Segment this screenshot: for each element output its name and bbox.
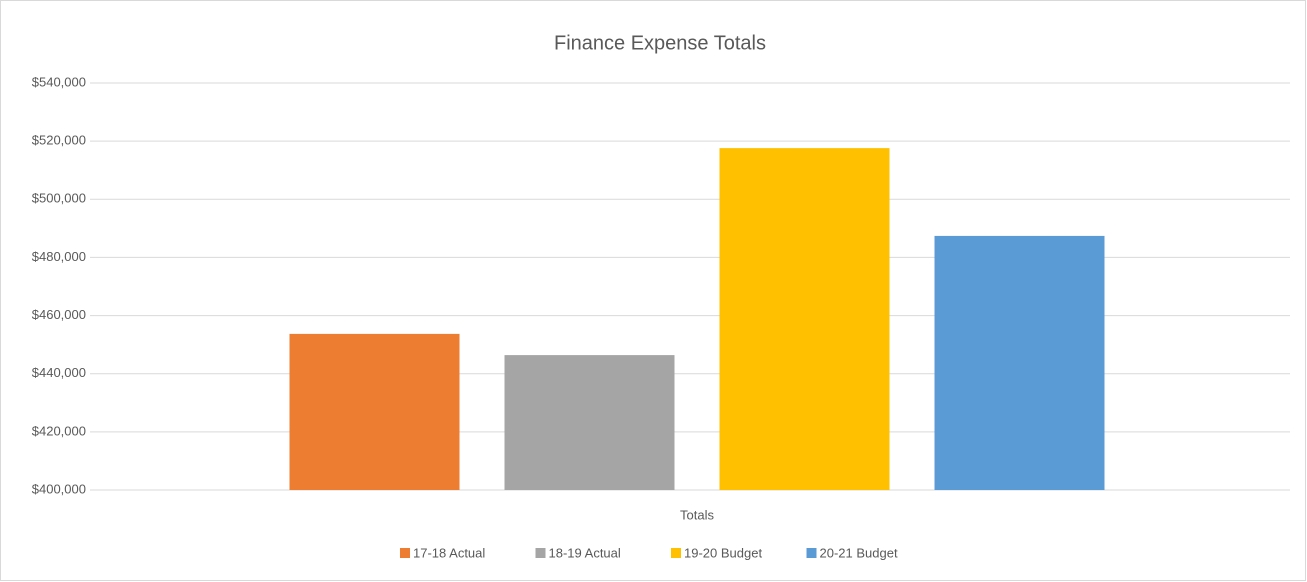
legend-swatch: [400, 548, 410, 558]
legend-swatch: [671, 548, 681, 558]
legend-label: 17-18 Actual: [413, 545, 485, 560]
x-tick-label: Totals: [680, 507, 714, 522]
y-tick-label: $500,000: [32, 191, 86, 206]
y-tick-label: $460,000: [32, 307, 86, 322]
y-tick-label: $440,000: [32, 365, 86, 380]
bar: [934, 235, 1105, 490]
y-tick-label: $520,000: [32, 133, 86, 148]
legend-label: 19-20 Budget: [684, 545, 762, 560]
y-tick-label: $480,000: [32, 249, 86, 264]
chart-title: Finance Expense Totals: [554, 32, 766, 54]
legend-label: 18-19 Actual: [549, 545, 621, 560]
y-tick-label: $420,000: [32, 423, 86, 438]
y-tick-label: $540,000: [32, 74, 86, 89]
legend-label: 20-21 Budget: [820, 545, 898, 560]
bar: [289, 333, 460, 490]
legend-swatch: [535, 548, 546, 558]
bar: [719, 148, 890, 490]
bar: [504, 355, 675, 490]
y-tick-label: $400,000: [32, 481, 86, 496]
legend-swatch: [806, 548, 817, 558]
